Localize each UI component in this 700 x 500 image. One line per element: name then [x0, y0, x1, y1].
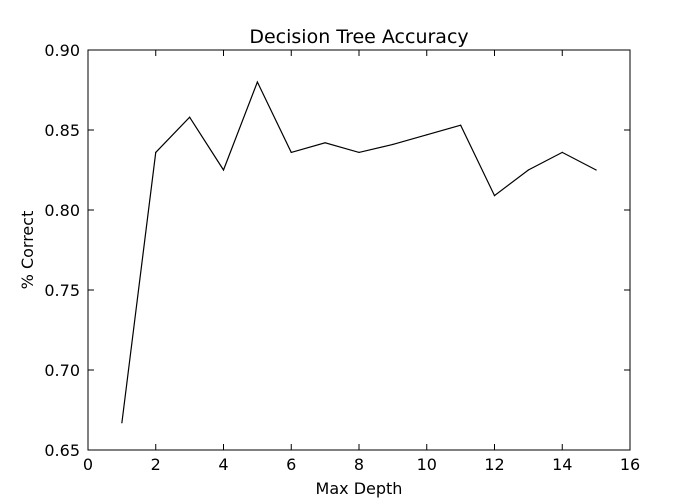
x-tick-label: 10	[417, 455, 437, 474]
data-point	[426, 134, 428, 136]
x-tick-label: 12	[484, 455, 504, 474]
data-point	[493, 195, 496, 197]
x-tick-label: 4	[218, 455, 228, 474]
data-point	[121, 422, 123, 424]
y-axis-label: % Correct	[18, 211, 37, 290]
data-point	[189, 116, 191, 118]
x-tick-label: 2	[151, 455, 161, 474]
x-axis-label: Max Depth	[316, 479, 403, 498]
data-point	[392, 143, 394, 145]
x-tick-label: 16	[620, 455, 640, 474]
x-tick-label: 6	[286, 455, 296, 474]
x-tick-label: 14	[552, 455, 572, 474]
y-tick-label: 0.85	[44, 121, 80, 140]
data-point	[155, 151, 157, 153]
axis-ticks: 0 2 4 6 8 10 12 14 16 0.65 0.70 0.75 0.80 0.85 0.90	[44, 41, 640, 474]
data-point	[460, 124, 462, 126]
y-tick-label: 0.70	[44, 361, 80, 380]
data-point	[222, 169, 225, 171]
data-point	[324, 142, 326, 144]
x-tick-label: 0	[83, 455, 93, 474]
data-point	[561, 151, 563, 153]
chart-title: Decision Tree Accuracy	[249, 26, 468, 48]
series-line	[121, 80, 597, 423]
y-tick-label: 0.65	[44, 441, 80, 460]
data-point	[358, 151, 360, 153]
x-tick-label: 8	[354, 455, 364, 474]
data-point	[256, 81, 258, 83]
y-tick-label: 0.75	[44, 281, 80, 300]
data-point	[595, 169, 597, 171]
plot-frame	[87, 49, 631, 451]
y-tick-label: 0.80	[44, 201, 80, 220]
data-point	[290, 151, 292, 153]
data-point	[527, 169, 529, 171]
y-tick-label: 0.90	[44, 41, 80, 60]
plot-marks	[121, 80, 597, 424]
